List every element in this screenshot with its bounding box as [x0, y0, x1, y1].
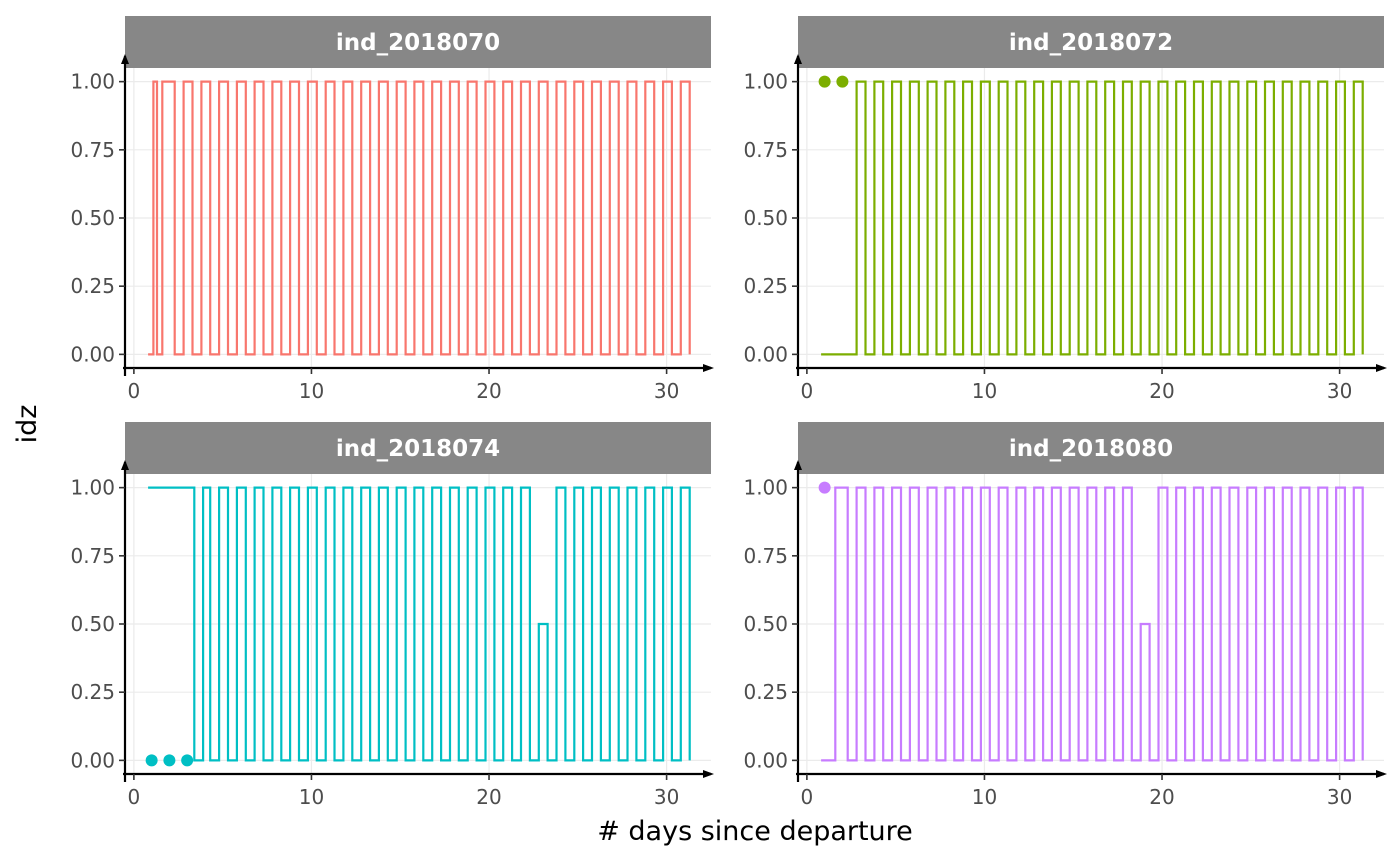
x-axis-arrow: [1376, 364, 1387, 372]
x-tick-label: 10: [972, 379, 997, 403]
x-tick-label: 0: [801, 785, 814, 809]
y-tick-label: 0.25: [70, 274, 115, 298]
panel-strip: [798, 422, 1384, 474]
y-tick-label: 0.50: [70, 612, 115, 636]
y-tick-label: 0.75: [70, 138, 115, 162]
x-tick-label: 20: [476, 379, 501, 403]
x-tick-label: 0: [801, 379, 814, 403]
y-tick-label: 0.50: [743, 206, 788, 230]
y-axis-arrow: [794, 54, 802, 64]
x-tick-label: 0: [128, 785, 141, 809]
y-tick-label: 0.00: [743, 342, 788, 366]
panel-title: ind_2018072: [1009, 30, 1173, 56]
x-axis-arrow: [703, 364, 714, 372]
x-axis-arrow: [703, 770, 714, 778]
x-tick-label: 20: [1149, 785, 1174, 809]
panel-title: ind_2018074: [336, 436, 500, 462]
x-axis-title: # days since departure: [597, 816, 913, 847]
y-axis-arrow: [794, 460, 802, 470]
x-tick-label: 20: [1149, 379, 1174, 403]
data-point: [181, 754, 194, 767]
data-point: [818, 481, 831, 494]
y-tick-label: 0.25: [743, 680, 788, 704]
data-point: [818, 75, 831, 88]
y-tick-label: 1.00: [70, 70, 115, 94]
y-tick-label: 0.75: [743, 138, 788, 162]
panel-strip: [125, 422, 711, 474]
x-tick-label: 30: [1327, 379, 1352, 403]
y-tick-label: 0.50: [70, 206, 115, 230]
data-point: [836, 75, 849, 88]
x-tick-label: 20: [476, 785, 501, 809]
series-line-ind_2018074: [148, 486, 691, 762]
series-line-ind_2018072: [821, 80, 1364, 356]
panel-strip: [798, 16, 1384, 68]
series-line-ind_2018080: [821, 486, 1364, 762]
y-axis-title: idz: [12, 405, 43, 444]
x-tick-label: 10: [299, 785, 324, 809]
y-axis-arrow: [121, 54, 129, 64]
x-tick-label: 10: [972, 785, 997, 809]
y-tick-label: 0.75: [70, 544, 115, 568]
x-tick-label: 30: [654, 785, 679, 809]
panel-ind_2018072: ind_2018072 0.00 0.25 0.50 0.75 1.00 0 10 20 30: [743, 16, 1387, 403]
y-axis-arrow: [121, 460, 129, 470]
data-point: [145, 754, 158, 767]
y-tick-label: 1.00: [70, 476, 115, 500]
x-tick-label: 10: [299, 379, 324, 403]
x-tick-label: 30: [1327, 785, 1352, 809]
y-tick-label: 1.00: [743, 70, 788, 94]
y-tick-label: 0.25: [70, 680, 115, 704]
panel-strip: [125, 16, 711, 68]
y-tick-label: 0.00: [743, 748, 788, 772]
panel-ind_2018074: ind_2018074 0.00 0.25 0.50 0.75 1.00 0 10 20 30: [70, 422, 714, 809]
panel-ind_2018080: ind_2018080 0.00 0.25 0.50 0.75 1.00 0 10 20 30: [743, 422, 1387, 809]
panel-title: ind_2018080: [1009, 436, 1173, 462]
series-line-ind_2018070: [148, 80, 691, 356]
y-tick-label: 0.25: [743, 274, 788, 298]
y-tick-label: 1.00: [743, 476, 788, 500]
y-tick-label: 0.50: [743, 612, 788, 636]
data-point: [163, 754, 176, 767]
x-tick-label: 30: [654, 379, 679, 403]
y-tick-label: 0.00: [70, 342, 115, 366]
x-tick-label: 0: [128, 379, 141, 403]
x-axis-arrow: [1376, 770, 1387, 778]
y-tick-label: 0.00: [70, 748, 115, 772]
panel-title: ind_2018070: [336, 30, 500, 56]
y-tick-label: 0.75: [743, 544, 788, 568]
panel-ind_2018070: ind_2018070 0.00 0.25 0.50 0.75 1.00 0 10 20 30: [70, 16, 714, 403]
